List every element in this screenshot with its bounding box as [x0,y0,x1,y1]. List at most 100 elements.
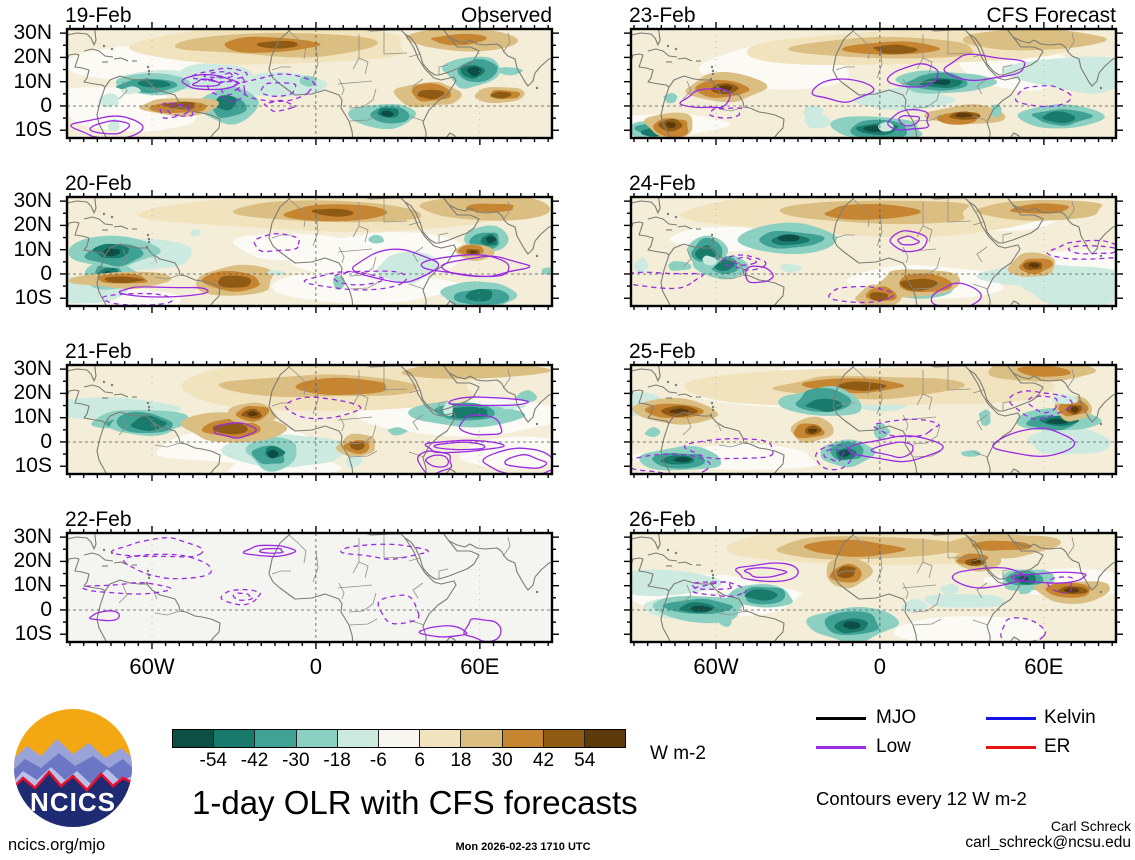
wave-contours [70,67,315,138]
y-axis-label: 20N [13,548,52,572]
x-axis-label: 60E [460,654,500,679]
map-frame [65,363,554,475]
colorbar-tick-label: 18 [450,750,472,771]
y-axis-label: 20N [13,45,52,69]
panel-header: 25-Feb [629,339,1116,365]
legend-line-mjo [816,717,866,720]
legend-line-er [986,746,1036,749]
y-axis-label: 30N [13,356,52,380]
y-axis-label: 0 [40,262,52,285]
colorbar-segment [173,730,214,747]
map-box [60,22,559,145]
olr-anomaly-map [60,22,559,145]
map-frame [65,195,554,308]
olr-anomaly-map [60,525,559,649]
colorbar-segment [542,730,584,747]
colorbar-segment [460,730,502,747]
x-axis-label: 60W [693,654,739,679]
colorbar-segment [583,730,626,747]
map-content [67,197,552,306]
panel-header: 26-Feb [629,507,1116,533]
wave-contours [214,395,552,474]
colorbar-segment [419,730,461,747]
colorbar-segment [336,730,378,747]
panel-date-label: 24-Feb [629,172,696,195]
map-box [60,190,559,313]
column-title-cfs-forecast: CFS Forecast [986,4,1116,27]
y-axis-label: 0 [40,94,52,117]
olr-anomaly-map [624,357,1123,481]
contour-interval-note: Contours every 12 W m-2 [816,788,1027,809]
colorbar-tick-label: 30 [491,750,513,771]
panel-date-label: 26-Feb [629,507,696,531]
y-axis-label: 30N [13,189,52,213]
map-content [67,364,552,474]
legend-line-low [816,746,866,749]
y-axis-label: 10S [14,118,52,142]
olr-anomaly-map [60,190,559,313]
map-box [60,525,559,649]
y-axis-label: 10N [13,69,52,93]
colorbar-tick-label: 6 [414,750,425,771]
map-content [631,364,1116,474]
y-axis-label: 10S [14,453,52,477]
wave-contours [631,389,1076,474]
panel-25-feb: 25-Feb [624,339,1123,481]
map-frame [629,363,1118,475]
legend-line-kelvin [986,717,1036,720]
y-axis-label: 0 [40,429,52,453]
wave-contours [101,233,531,306]
colorbar-tick-label: 42 [532,750,555,771]
panel-23-feb: 23-Feb CFS Forecast [624,3,1123,145]
map-box [624,357,1123,481]
y-axis-label: 30N [13,21,52,45]
y-axis-label: 30N [13,524,52,548]
panel-date-label: 25-Feb [629,339,696,363]
panel-date-label: 19-Feb [65,4,132,27]
y-axis-label: 10S [14,286,52,310]
map-frame [629,531,1118,643]
olr-anomaly-map [624,525,1123,649]
x-axis-label: 0 [309,654,323,679]
panel-24-feb: 24-Feb [624,171,1123,313]
colorbar-tick-label: -54 [199,750,227,771]
map-content [67,532,552,642]
colorbar-segment [501,730,543,747]
colorbar-segment [377,730,420,747]
colorbar [172,729,626,748]
colorbar-tick-label: 54 [574,750,596,771]
olr-anomaly-map [60,357,559,481]
panel-21-feb: 21-Feb [60,339,559,481]
coastlines [67,532,552,642]
panel-26-feb: 26-Feb [624,507,1123,649]
x-axis-label: 0 [873,654,887,679]
panel-22-feb: 22-Feb [60,507,559,649]
credit-email: carl_schreck@ncsu.edu [965,834,1131,851]
colorbar-segment [213,730,255,747]
legend-label-kelvin: Kelvin [1044,707,1096,728]
country-borders [682,30,1075,122]
y-axis-label: 10S [14,621,52,645]
coastlines [631,197,1116,306]
colorbar-tick-label: -18 [323,750,351,771]
x-axis-label: 60W [129,654,175,679]
map-content [631,532,1116,642]
y-axis-label: 10N [13,237,52,261]
panel-header: 20-Feb [65,171,552,197]
colorbar-tick-label: -42 [240,750,269,771]
panel-header: 24-Feb [629,171,1116,197]
panel-date-label: 22-Feb [65,507,132,531]
panel-19-feb: 19-Feb Observed [60,3,559,145]
panel-header: 19-Feb Observed [65,3,552,29]
country-borders [682,365,1075,457]
country-borders [118,365,511,457]
panel-date-label: 20-Feb [65,172,132,195]
colorbar-segment [254,730,296,747]
country-borders [682,533,1075,625]
map-frame [65,531,554,643]
colorbar-tick-label: -6 [369,750,387,771]
tick-marks [60,357,559,481]
map-frame [65,27,554,140]
logo-mountains: NCICS [14,739,132,827]
y-axis-label: 0 [40,597,52,621]
